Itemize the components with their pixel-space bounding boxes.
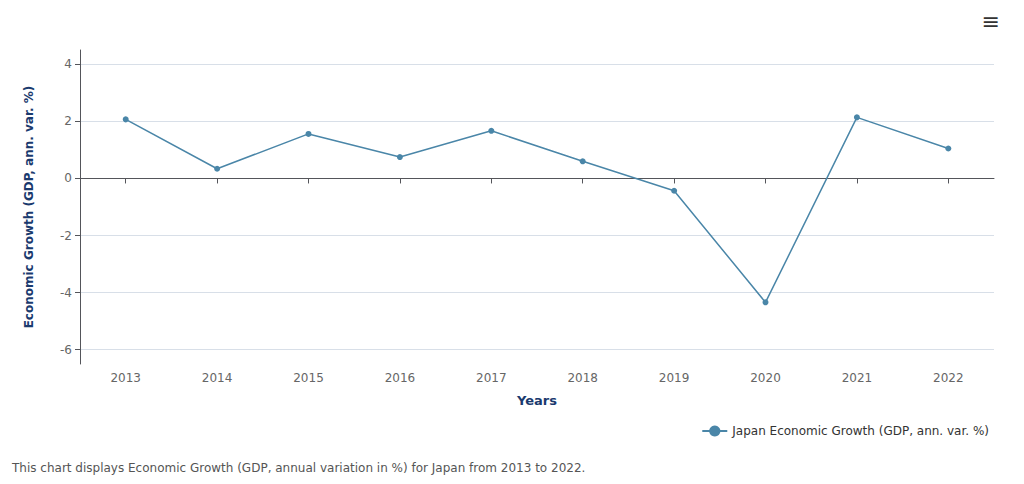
svg-text:Economic Growth (GDP, ann. var: Economic Growth (GDP, ann. var. %) <box>22 86 36 329</box>
svg-text:4: 4 <box>64 57 72 71</box>
svg-text:2022: 2022 <box>933 371 964 385</box>
svg-text:-4: -4 <box>60 286 72 300</box>
svg-text:-6: -6 <box>60 343 72 357</box>
svg-text:-2: -2 <box>60 229 72 243</box>
svg-text:2: 2 <box>64 114 72 128</box>
svg-text:Years: Years <box>516 393 557 408</box>
svg-text:≡: ≡ <box>982 9 1000 34</box>
svg-text:2019: 2019 <box>659 371 690 385</box>
svg-text:2020: 2020 <box>750 371 781 385</box>
svg-text:This chart displays Economic G: This chart displays Economic Growth (GDP… <box>11 461 585 475</box>
svg-text:2016: 2016 <box>385 371 416 385</box>
svg-text:2017: 2017 <box>476 371 507 385</box>
svg-text:2018: 2018 <box>567 371 598 385</box>
svg-text:2013: 2013 <box>110 371 141 385</box>
svg-text:2014: 2014 <box>202 371 233 385</box>
svg-text:2021: 2021 <box>842 371 873 385</box>
svg-text:0: 0 <box>64 171 72 185</box>
svg-text:2015: 2015 <box>293 371 324 385</box>
svg-text:Japan Economic Growth (GDP, an: Japan Economic Growth (GDP, ann. var. %) <box>731 424 989 438</box>
